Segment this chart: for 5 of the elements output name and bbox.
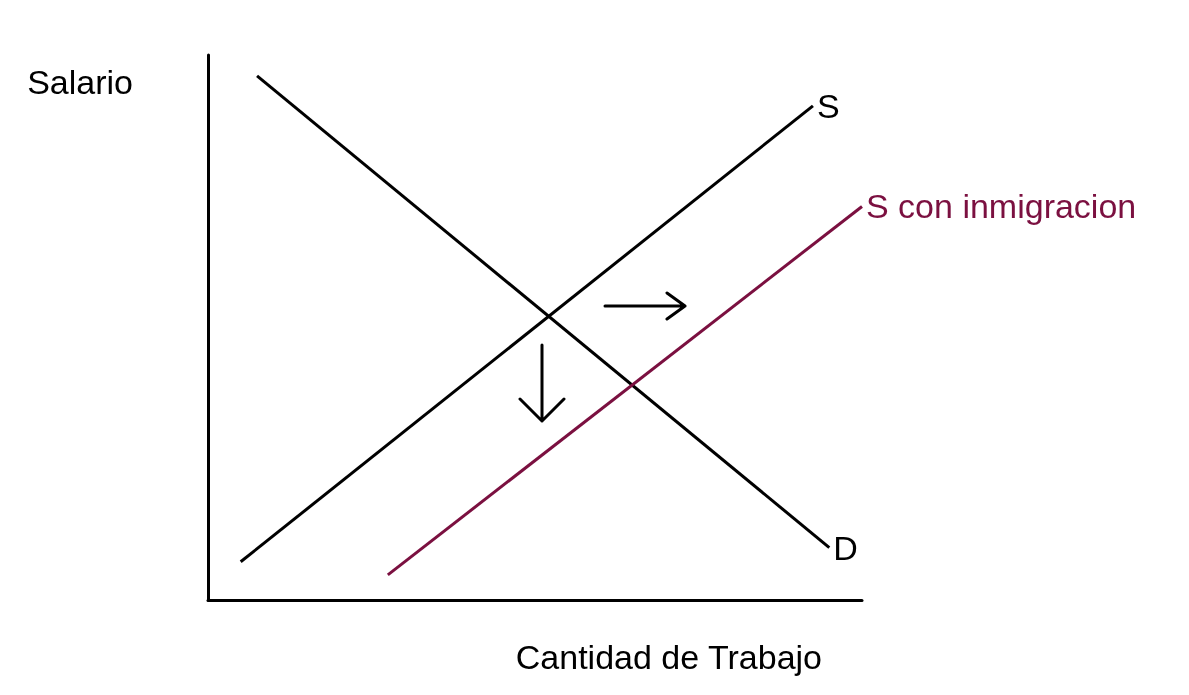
x-axis-title: Cantidad de Trabajo — [515, 638, 822, 676]
series-label: S — [816, 86, 840, 125]
series-label: D — [833, 528, 858, 567]
y-axis-title: Salario — [27, 63, 133, 101]
series-label: S con inmigracion — [866, 187, 1137, 226]
